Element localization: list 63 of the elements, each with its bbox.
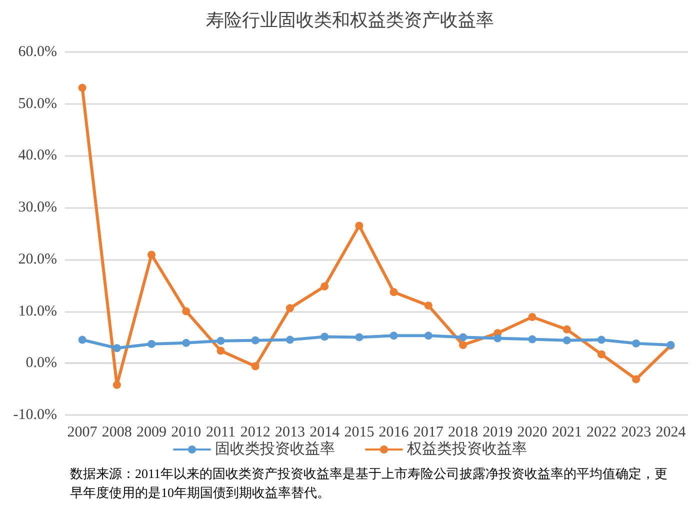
- x-tick-label: 2017: [413, 424, 444, 440]
- x-tick-label: 2020: [517, 424, 548, 440]
- y-tick-label: 30.0%: [18, 200, 57, 216]
- point: [251, 336, 260, 344]
- y-tick-label: 40.0%: [18, 148, 57, 164]
- point: [632, 339, 640, 348]
- point: [286, 336, 294, 344]
- x-tick-label: 2019: [482, 424, 513, 440]
- point: [597, 350, 606, 358]
- legend-label: 固收类投资收益率: [215, 440, 335, 458]
- point: [148, 340, 156, 348]
- point: [216, 346, 225, 355]
- x-tick-label: 2018: [448, 424, 478, 440]
- point: [459, 340, 468, 349]
- point: [78, 336, 86, 344]
- point: [112, 380, 121, 389]
- x-tick-label: 2016: [378, 424, 410, 440]
- y-tick-label: 0.0%: [26, 355, 57, 372]
- point: [494, 334, 502, 342]
- x-tick-label: 2014: [310, 424, 340, 440]
- x-tick-label: 2010: [171, 424, 202, 440]
- point: [632, 375, 640, 384]
- x-tick-label: 2012: [240, 424, 270, 440]
- point: [528, 335, 536, 344]
- point: [78, 84, 86, 92]
- point: [216, 336, 225, 345]
- point: [355, 222, 364, 230]
- x-tick-label: 2011: [206, 424, 236, 440]
- point: [182, 338, 190, 347]
- x-tick-label: 2007: [67, 424, 98, 440]
- x-tick-label: 2021: [552, 424, 582, 440]
- point: [251, 362, 260, 370]
- point: [424, 302, 432, 310]
- y-tick-label: 10.0%: [18, 303, 57, 320]
- point: [562, 336, 571, 344]
- point: [390, 288, 398, 296]
- point: [320, 282, 329, 290]
- point: [597, 336, 606, 344]
- point: [182, 307, 190, 316]
- point: [286, 304, 294, 312]
- x-tick-label: 2022: [586, 424, 616, 440]
- x-tick-label: 2015: [344, 424, 374, 440]
- y-tick-label: 60.0%: [18, 44, 57, 60]
- point: [459, 333, 468, 342]
- point: [148, 250, 156, 259]
- point: [355, 333, 364, 342]
- x-tick-label: 2023: [621, 424, 652, 440]
- y-tick-label: 20.0%: [18, 251, 57, 268]
- point: [562, 325, 571, 334]
- legend-label: 权益类投资收益率: [406, 440, 527, 458]
- point: [112, 344, 121, 352]
- point: [390, 332, 398, 340]
- source-note: 数据来源：2011年以来的固收类资产投资收益率是基于上市寿险公司披露净投资收益率的平均值确定，更早年度使用的是10年期国债到期收益率替代。: [70, 465, 669, 502]
- y-tick-label: 50.0%: [18, 96, 57, 112]
- x-tick-label: 2008: [102, 424, 132, 440]
- y-tick-label: -10.0%: [13, 407, 57, 423]
- x-tick-label: 2024: [656, 424, 686, 440]
- point: [528, 312, 536, 321]
- chart-title: 寿险行业固收类和权益类资产收益率: [206, 10, 494, 30]
- point: [320, 332, 329, 341]
- x-tick-label: 2009: [136, 424, 167, 440]
- point: [424, 332, 432, 340]
- x-tick-label: 2013: [274, 424, 305, 440]
